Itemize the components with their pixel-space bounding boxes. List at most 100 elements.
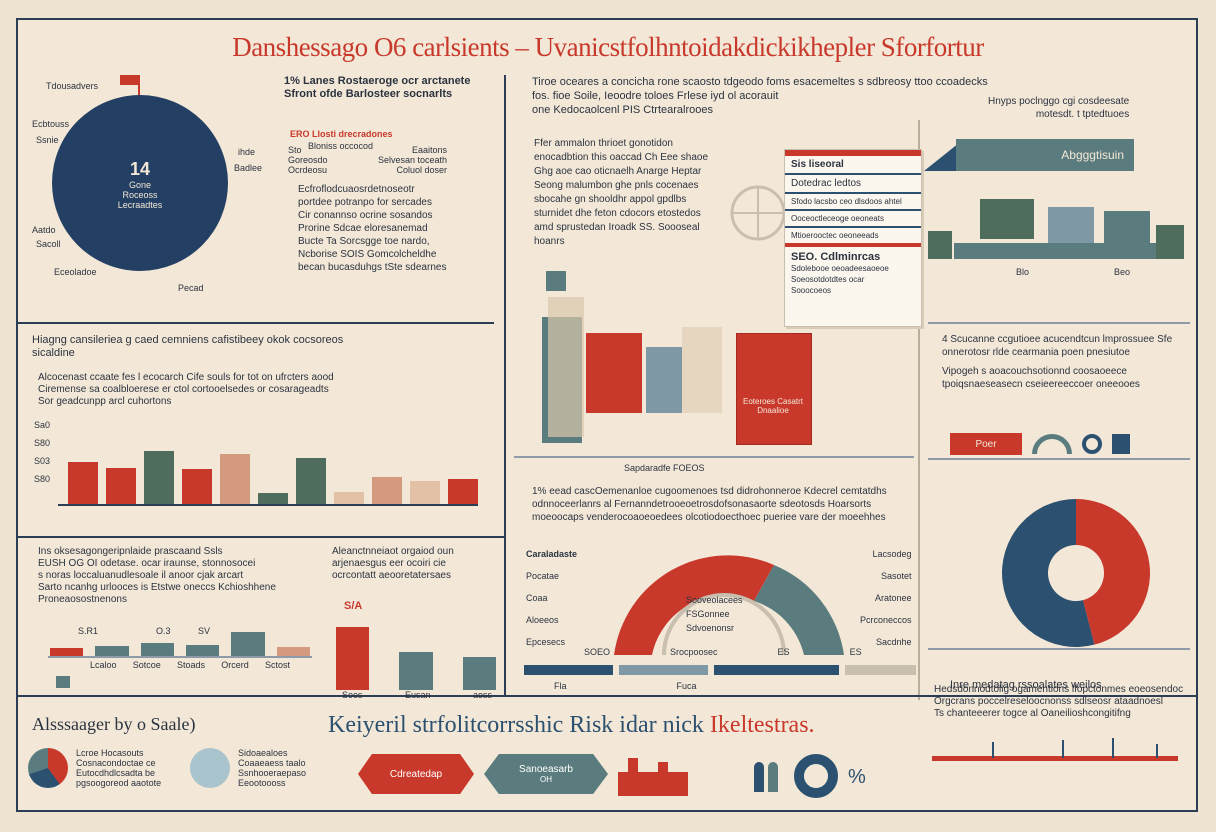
gauge-heading: 1% eead cascOemenanloe cugoomenoes tsd d… <box>532 486 887 523</box>
bl-right-bar-chart <box>336 616 496 690</box>
skyline-block <box>1104 211 1150 243</box>
gauge-chart <box>614 555 844 656</box>
factory-chimney <box>658 762 668 774</box>
building-caption: Sapdaradfe FOEOS <box>624 463 705 473</box>
right-top-text: Hnyps poclnggo cgi cosdeesate motesdt. t… <box>988 96 1130 120</box>
chart-bar <box>50 648 84 656</box>
chart-bar <box>462 656 496 690</box>
chart-bar <box>95 646 129 656</box>
gear-icon <box>1082 434 1102 454</box>
pie-center-text: 14 Gone Roceoss Lecraadtes <box>117 159 163 210</box>
info-card-sub: Sdolebooe oeoadeesaoeoe <box>791 264 889 273</box>
divider-h-foot <box>18 695 1198 697</box>
building-red-card <box>736 333 812 445</box>
bl-right-x: Soos Eusan aoss <box>342 690 492 700</box>
ml-heading: Hiagng cansileriea g caed cemniens cafis… <box>32 334 344 359</box>
pie-side-label: Eceoladoe <box>54 267 97 277</box>
chart-bar <box>182 469 212 504</box>
footer-left-title: Alsssaager by o Saale) <box>32 714 196 734</box>
pie-mini-icon <box>28 748 68 788</box>
pie-side-label: Badlee <box>234 163 263 173</box>
chart-bar <box>410 481 440 504</box>
bl-right-heading: Aleanctnneiaot orgaiod oun arjenaesgus e… <box>332 546 454 581</box>
person-icon <box>768 762 778 792</box>
pie-side-label: Sacoll <box>36 239 61 249</box>
tl-list-right: Eaaitons Selvesan toceath Coluol doser <box>378 145 448 175</box>
bl-right-value: S/A <box>344 600 363 612</box>
chart-bar <box>334 491 364 504</box>
divider-h-center <box>514 456 914 458</box>
timeline-tick <box>1112 738 1114 758</box>
right-timeline <box>932 738 1178 766</box>
footer-left-item: Lcroe Hocasouts Cosnacondoctae ce Eutocd… <box>28 748 161 788</box>
timeline-tick <box>1062 740 1064 758</box>
panel-mid-left: Hiagng cansileriea g caed cemniens cafis… <box>18 332 498 532</box>
donut-slice <box>1076 499 1151 645</box>
chart-bar <box>144 450 174 504</box>
chart-bar <box>296 458 326 504</box>
footer-gauge-icon <box>794 754 838 798</box>
info-card-sub: Sooocoeos <box>791 286 832 295</box>
building-blue <box>646 347 686 413</box>
footer-teal-button[interactable]: Sanoeasarb OH <box>484 754 608 794</box>
bl-small-square <box>56 676 70 688</box>
info-card-row: Mtioerooctec oeoneeads <box>785 228 921 247</box>
right-icons-row: Poer <box>950 433 1130 455</box>
footer-red-button[interactable]: Cdreatedap <box>358 754 474 794</box>
pie-side-label: Pecad <box>178 283 204 293</box>
ml-subtext: Alcocenast ccaate fes l ecocarch Cife so… <box>38 372 334 407</box>
gauge-bottom-seg <box>619 665 709 675</box>
skyline-block <box>1048 207 1094 243</box>
right-skyline <box>924 189 1184 259</box>
magnet-icon <box>1032 434 1072 454</box>
footer-people-icon <box>754 762 778 792</box>
skyline-label: Blo <box>1016 267 1030 277</box>
gauge-right-labels: Lacsodeg Sasotet Aratonee Pcrconeccos Sa… <box>860 549 912 647</box>
bl-bar-label: SV <box>198 626 211 636</box>
gauge-footer-labels: Fla Fuca <box>554 681 697 691</box>
bl-bar-label: O.3 <box>156 626 171 636</box>
center-paragraph: Ffer ammalon thrioet gonotidon enocadbti… <box>534 138 709 247</box>
gauge-bottom-seg <box>714 665 839 675</box>
gauge-inner-labels: Sooveolacees FSGonnee Sdvoenonsr <box>686 595 743 633</box>
info-card-row: Ooceoctleceoge oeoneats <box>785 211 921 228</box>
pie-side-label: Aatdo <box>32 225 56 235</box>
chart-bar <box>186 645 220 656</box>
right-donut-chart <box>1002 499 1151 647</box>
info-card: Sis liseoral Dotedrac ledtos Sfodo lacsb… <box>784 149 922 327</box>
chart-bar <box>448 478 478 504</box>
pie-circle <box>52 95 228 271</box>
timeline-bar <box>932 756 1178 761</box>
right-banner: Abgggtisuin <box>956 139 1134 171</box>
small-square-icon <box>546 271 566 291</box>
ml-bar-chart <box>68 428 478 504</box>
divider-h-right3 <box>928 648 1190 650</box>
center-heading: Tiroe oceares a concicha rone scaosto td… <box>532 76 988 116</box>
timeline-tick <box>1156 744 1158 758</box>
gauge-bottom-labels: SOEO Srocpoosec ES ES <box>584 647 862 657</box>
ml-y-labels: Sa0 S80 S03 S80 <box>34 420 51 484</box>
donut-slice <box>1002 499 1095 647</box>
footer-left-item: Sidoaealoes Coaaeaess taalo Ssnhooeraepa… <box>190 748 306 788</box>
pie-side-label: Ecbtouss <box>32 119 70 129</box>
gauge-segment-red <box>614 555 774 655</box>
gauge-bottom-bar <box>524 665 916 675</box>
tl-heading: 1% Lanes Rostaeroge ocr arctanete Sfront… <box>284 75 471 100</box>
divider-h-right1 <box>928 322 1190 324</box>
bl-x-axis <box>48 656 312 658</box>
divider-h-right2 <box>928 458 1190 460</box>
divider-h-tl <box>18 322 494 324</box>
tl-bullet-sub: Bloniss occocod <box>308 141 374 151</box>
factory-chimney <box>628 758 638 774</box>
panel-right: Hnyps poclnggo cgi cosdeesate motesdt. t… <box>924 75 1194 695</box>
chart-bar <box>106 467 136 504</box>
building-red-left <box>586 333 642 413</box>
skyline-label: Beo <box>1114 267 1131 277</box>
building-illustration: Eoteroes Casatrt Dnaalioe <box>542 297 812 445</box>
globe-mini-icon <box>190 748 230 788</box>
chart-bar <box>140 642 174 656</box>
panel-bottom-left: Ins oksesagongeripnlaide prascaand Ssls … <box>18 544 504 700</box>
info-card-topbar <box>785 150 921 156</box>
divider-v-right <box>918 120 920 700</box>
building-tower-tan <box>548 297 584 437</box>
